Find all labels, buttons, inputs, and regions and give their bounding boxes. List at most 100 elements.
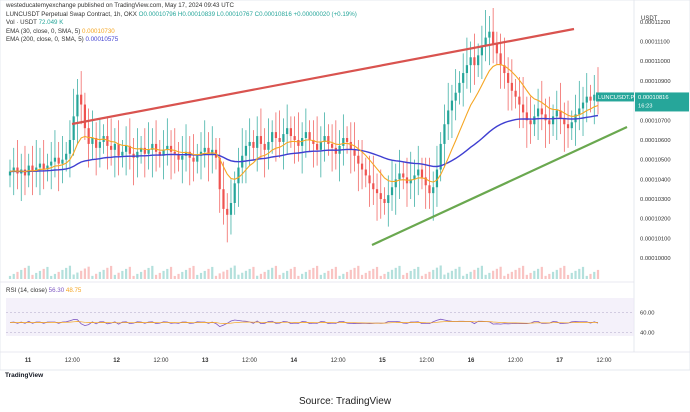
candle-body	[548, 120, 551, 125]
candle-body	[169, 145, 173, 152]
volume-bar	[312, 267, 315, 279]
candle-body	[323, 136, 326, 142]
candle-body	[458, 82, 461, 93]
y-tick-label: 0.00010600	[640, 138, 671, 144]
volume-value: 72.049 K	[38, 19, 64, 27]
candle-body	[154, 143, 158, 152]
volume-bar	[488, 272, 491, 279]
volume-bar	[286, 270, 289, 279]
candle-body	[80, 94, 83, 105]
candle-body	[570, 122, 573, 129]
candle-body	[533, 116, 536, 125]
candle-body	[432, 187, 435, 194]
ohlc-values: O0.00010796 H0.00010839 L0.00010767 C0.0…	[138, 10, 357, 18]
candle-body	[469, 57, 472, 66]
volume-bar	[503, 275, 506, 279]
candle-body	[450, 100, 454, 111]
volume-bar	[76, 272, 79, 279]
candle-body	[128, 145, 131, 154]
candle-body	[65, 153, 68, 160]
volume-bar	[125, 268, 128, 279]
candle-body	[271, 132, 274, 142]
candle-body	[308, 132, 311, 140]
candle-body	[147, 149, 150, 154]
x-tick-label: 16	[468, 358, 475, 364]
candle-body	[443, 124, 446, 144]
volume-bar	[413, 268, 416, 279]
rsi-ma-value: 48.75	[65, 287, 82, 294]
candle-body	[139, 147, 143, 152]
candle-body	[521, 104, 525, 113]
volume-bar	[525, 274, 528, 279]
candle-body	[42, 163, 45, 170]
candle-body	[218, 157, 221, 190]
candle-body	[278, 138, 281, 142]
candle-body	[364, 169, 367, 176]
support-trendline	[371, 126, 628, 246]
volume-bar	[91, 275, 94, 279]
volume-bar	[278, 274, 281, 279]
volume-bar	[432, 269, 435, 279]
volume-bar	[293, 266, 296, 279]
volume-bar	[121, 270, 124, 279]
candle-body	[35, 167, 38, 172]
candle-body	[68, 139, 72, 154]
price-tag-symbol: LUNCUSDT.P	[598, 95, 635, 101]
candle-body	[473, 57, 476, 66]
volume-bar	[529, 272, 532, 279]
y-tick-label: 0.00010700	[640, 118, 671, 124]
volume-bar	[443, 274, 446, 279]
volume-bar	[345, 271, 349, 279]
volume-bar	[282, 272, 285, 279]
candle-body	[301, 138, 304, 146]
volume-bar	[256, 275, 259, 279]
y-tick-label: 0.00010500	[640, 158, 671, 164]
volume-bar	[450, 270, 454, 279]
candle-body	[551, 116, 555, 125]
volume-bar	[68, 265, 72, 279]
candle-body	[244, 145, 248, 156]
volume-bar	[57, 271, 60, 279]
candle-body	[383, 199, 386, 203]
volume-bar	[267, 269, 270, 279]
volume-line: Vol · USDT 72.049 K	[6, 19, 357, 28]
volume-bar	[458, 266, 461, 279]
candle-body	[226, 208, 229, 215]
volume-bar	[42, 268, 45, 279]
volume-bar	[259, 273, 263, 279]
candle-body	[222, 189, 225, 209]
volume-bar	[297, 275, 300, 279]
volume-bar	[492, 270, 495, 279]
volume-bar	[203, 270, 206, 279]
volume-bar	[454, 268, 457, 279]
candle-body	[585, 96, 588, 103]
candle-body	[173, 151, 176, 154]
candle-body	[507, 73, 510, 83]
volume-bar	[420, 275, 424, 279]
candle-body	[360, 163, 364, 170]
volume-bar	[428, 271, 431, 279]
candle-body	[525, 112, 528, 121]
volume-bar	[372, 268, 375, 279]
volume-bar	[139, 271, 143, 279]
volume-bar	[447, 272, 450, 279]
candle-body	[286, 128, 289, 135]
rsi-band	[6, 298, 634, 336]
candle-body	[293, 136, 296, 140]
volume-bar	[31, 274, 34, 279]
candle-body	[23, 169, 27, 176]
volume-bar	[394, 267, 397, 279]
volume-bar	[218, 273, 221, 279]
volume-bar	[484, 274, 487, 279]
candle-body	[158, 151, 161, 156]
volume-bar	[581, 266, 585, 279]
candle-body	[465, 65, 469, 74]
candle-body	[196, 155, 199, 162]
price-tag-countdown: 16:23	[638, 103, 653, 109]
candle-body	[387, 195, 390, 203]
volume-bar	[514, 269, 517, 279]
volume-bar	[574, 270, 577, 279]
volume-bar	[181, 271, 184, 279]
candle-body	[267, 141, 270, 150]
